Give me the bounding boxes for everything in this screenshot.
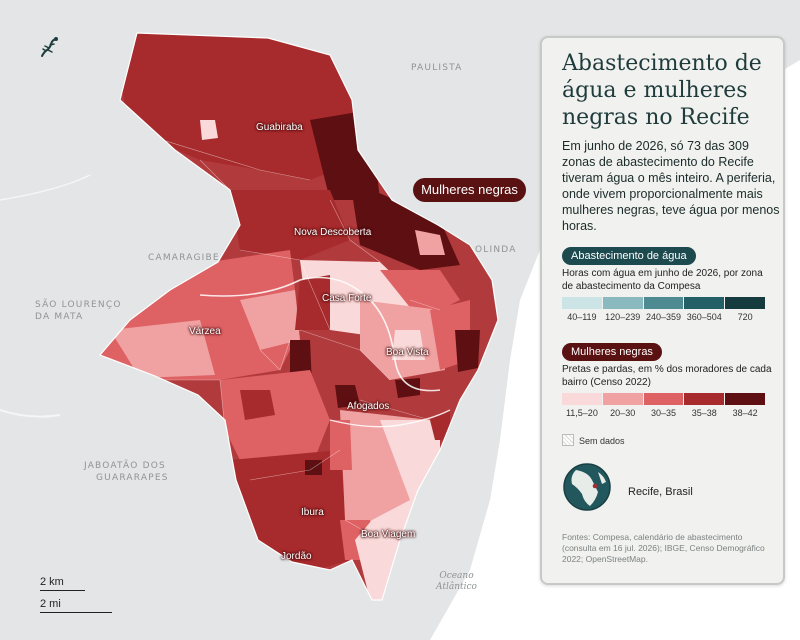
place-label-jaboatao: JABOATÃO DOS	[84, 461, 166, 471]
women-swatch-4	[684, 393, 725, 405]
water-swatch-2	[602, 297, 643, 309]
recife-municipality	[100, 33, 498, 600]
women-class-4: 35–38	[691, 408, 717, 418]
women-class-5: 38–42	[732, 408, 758, 418]
place-label-paulista: PAULISTA	[411, 63, 463, 73]
water-class-5: 720	[737, 312, 753, 322]
neighborhood-label-guabiraba: Guabiraba	[256, 122, 303, 133]
women-layer-pill[interactable]: Mulheres negras	[562, 343, 662, 361]
ocean-label-line-1: Oceano	[439, 571, 474, 581]
layer-toggle-mulheres-negras[interactable]: Mulheres negras	[413, 178, 526, 202]
water-legend-labels: 40–119 120–239 240–359 360–504 720	[562, 312, 765, 322]
place-label-guararapes: GUARARAPES	[96, 473, 169, 483]
neighborhood-label-casa-forte: Casa Forte	[322, 293, 372, 304]
place-label-sao-lourenco: SÃO LOURENÇO	[35, 300, 122, 310]
women-class-3: 30–35	[650, 408, 676, 418]
water-swatch-4	[684, 297, 725, 309]
lizard-icon	[41, 37, 58, 57]
info-panel: Abastecimento de água e mulheres negras …	[540, 36, 785, 585]
neighborhood-label-ibura: Ibura	[301, 507, 324, 518]
scale-km-label: 2 km	[40, 576, 64, 588]
women-class-2: 20–30	[610, 408, 636, 418]
women-legend-labels: 11,5–20 20–30 30–35 35–38 38–42	[562, 408, 765, 418]
sources-note: Fontes: Compesa, calendário de abastecim…	[562, 532, 765, 564]
locator-globe-icon	[563, 463, 611, 511]
water-class-4: 360–504	[686, 312, 722, 322]
panel-title: Abastecimento de água e mulheres negras …	[562, 51, 762, 130]
ocean-label-line-2: Atlântico	[436, 582, 477, 592]
water-legend-description: Horas com água em junho de 2026, por zon…	[562, 268, 763, 292]
neighborhood-label-jordao: Jordão	[281, 551, 312, 562]
water-legend-swatches	[562, 297, 765, 309]
ocean-label: Oceano Atlântico	[436, 571, 477, 593]
women-legend-description: Pretas e pardas, em % dos moradores de c…	[562, 364, 772, 388]
no-data-legend: Sem dados	[562, 434, 625, 446]
women-class-1: 11,5–20	[565, 408, 598, 418]
women-swatch-3	[643, 393, 684, 405]
place-label-camaragibe: CAMARAGIBE	[148, 253, 220, 263]
neighborhood-label-boa-vista: Boa Vista	[386, 347, 429, 358]
neighborhood-label-nova-descoberta: Nova Descoberta	[294, 227, 372, 238]
panel-intro: Em junho de 2026, só 73 das 309 zonas de…	[562, 139, 780, 233]
scale-mi-label: 2 mi	[40, 598, 61, 610]
neighborhood-label-afogados: Afogados	[347, 401, 390, 412]
water-class-1: 40–119	[567, 312, 597, 322]
water-swatch-3	[643, 297, 684, 309]
women-swatch-2	[602, 393, 643, 405]
locator-label: Recife, Brasil	[628, 486, 693, 498]
place-label-olinda: OLINDA	[475, 245, 517, 255]
women-swatch-5	[725, 393, 765, 405]
no-data-label: Sem dados	[579, 436, 625, 446]
place-label-da-mata: DA MATA	[35, 312, 84, 322]
women-legend-swatches	[562, 393, 765, 405]
scale-bar-mi: 2 mi	[40, 598, 112, 613]
neighborhood-label-varzea: Várzea	[189, 326, 221, 337]
water-layer-pill[interactable]: Abastecimento de água	[562, 247, 696, 265]
scale-bar-km: 2 km	[40, 576, 85, 591]
no-data-swatch	[562, 434, 574, 446]
water-swatch-1	[562, 297, 602, 309]
water-class-3: 240–359	[645, 312, 682, 322]
water-swatch-5	[725, 297, 765, 309]
neighborhood-label-boa-viagem: Boa Viagem	[361, 529, 416, 540]
women-swatch-1	[562, 393, 602, 405]
water-class-2: 120–239	[605, 312, 641, 322]
